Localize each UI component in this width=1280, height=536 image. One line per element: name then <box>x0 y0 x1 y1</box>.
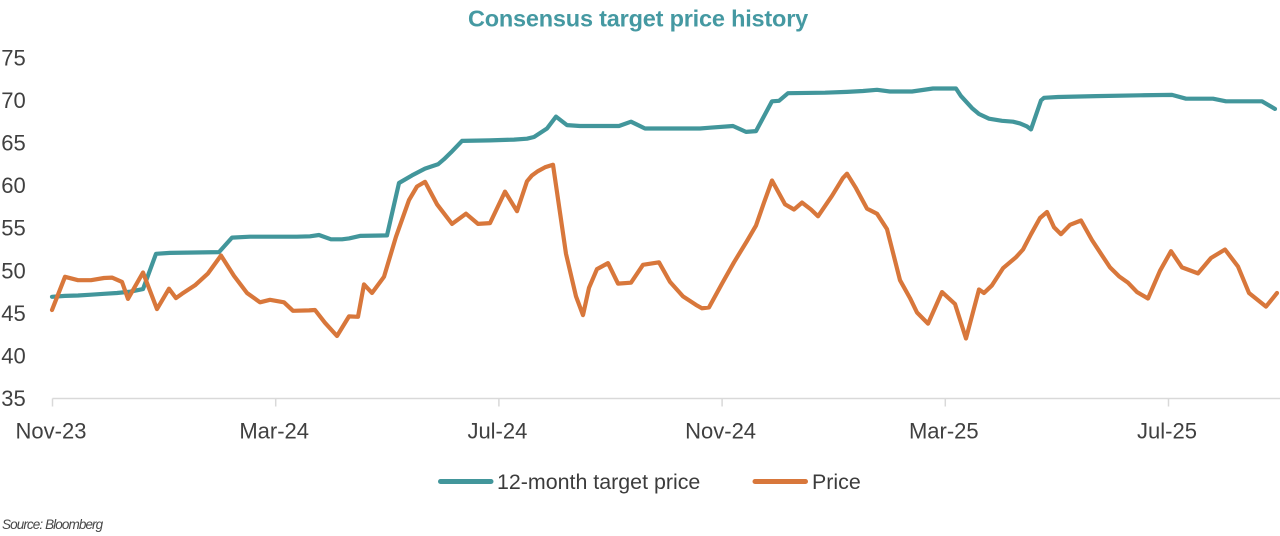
svg-text:60: 60 <box>1 173 25 198</box>
svg-text:55: 55 <box>1 216 25 241</box>
svg-text:45: 45 <box>1 301 25 326</box>
svg-text:Nov-24: Nov-24 <box>685 419 756 444</box>
svg-text:65: 65 <box>1 131 25 156</box>
svg-text:Jul-25: Jul-25 <box>1137 419 1197 444</box>
svg-text:Consensus target price history: Consensus target price history <box>468 6 808 32</box>
svg-text:Jul-24: Jul-24 <box>467 419 527 444</box>
svg-text:12-month target price: 12-month target price <box>497 470 700 494</box>
svg-text:Mar-24: Mar-24 <box>239 419 309 444</box>
svg-text:Source: Bloomberg: Source: Bloomberg <box>2 517 104 532</box>
svg-text:Nov-23: Nov-23 <box>16 419 87 444</box>
svg-text:50: 50 <box>1 258 25 283</box>
svg-text:35: 35 <box>1 386 25 411</box>
svg-text:Price: Price <box>812 470 861 494</box>
svg-text:70: 70 <box>1 88 25 113</box>
svg-text:40: 40 <box>1 344 25 369</box>
svg-text:75: 75 <box>1 45 25 70</box>
svg-text:Mar-25: Mar-25 <box>909 419 979 444</box>
